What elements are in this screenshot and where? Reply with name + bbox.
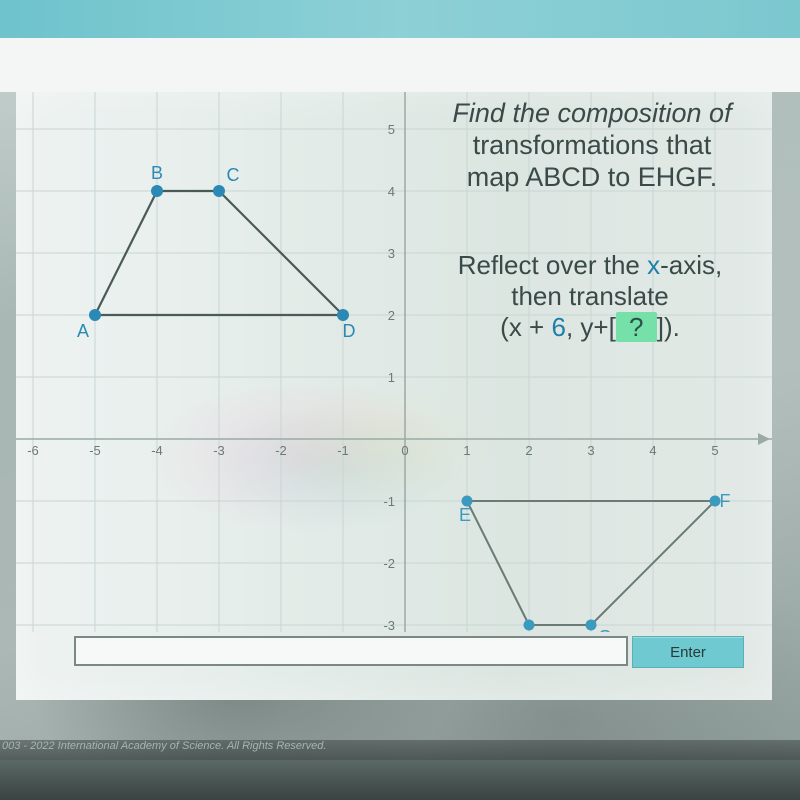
svg-text:A: A <box>77 321 89 341</box>
bottom-bar <box>0 760 800 800</box>
svg-text:-3: -3 <box>213 443 225 458</box>
svg-text:3: 3 <box>587 443 594 458</box>
svg-text:-3: -3 <box>383 618 395 632</box>
svg-text:B: B <box>151 163 163 183</box>
top-accent-bar <box>0 0 800 38</box>
question-line2: transformations that <box>473 130 712 160</box>
svg-text:E: E <box>459 505 471 525</box>
svg-text:1: 1 <box>463 443 470 458</box>
svg-text:H: H <box>515 631 528 632</box>
enter-button[interactable]: Enter <box>632 636 744 668</box>
question-line1: Find the composition of <box>452 98 731 128</box>
question-text: Find the composition of transformations … <box>418 98 766 194</box>
svg-text:D: D <box>343 321 356 341</box>
svg-text:-5: -5 <box>89 443 101 458</box>
svg-text:2: 2 <box>388 308 395 323</box>
svg-text:5: 5 <box>711 443 718 458</box>
svg-text:G: G <box>598 627 612 632</box>
svg-text:F: F <box>720 491 731 511</box>
answer-row: Enter <box>74 636 744 670</box>
svg-text:-4: -4 <box>151 443 163 458</box>
svg-text:4: 4 <box>388 184 395 199</box>
svg-text:1: 1 <box>388 370 395 385</box>
svg-text:-1: -1 <box>337 443 349 458</box>
svg-text:3: 3 <box>388 246 395 261</box>
svg-text:-2: -2 <box>383 556 395 571</box>
svg-text:C: C <box>227 165 240 185</box>
svg-text:0: 0 <box>401 443 408 458</box>
header-strip <box>0 38 800 92</box>
svg-text:4: 4 <box>649 443 656 458</box>
svg-text:-6: -6 <box>27 443 39 458</box>
transformation-prompt: Reflect over the x-axis, then translate … <box>414 250 766 344</box>
problem-panel: -6-5-4-3-2-1012345-3-2-112345 ABCD EFGH … <box>16 92 772 700</box>
svg-text:5: 5 <box>388 122 395 137</box>
svg-text:-1: -1 <box>383 494 395 509</box>
answer-input[interactable] <box>74 636 628 666</box>
svg-text:-2: -2 <box>275 443 287 458</box>
question-line3: map ABCD to EHGF. <box>467 162 718 192</box>
svg-text:2: 2 <box>525 443 532 458</box>
answer-blank[interactable]: ? <box>616 312 657 342</box>
copyright-text: 003 - 2022 International Academy of Scie… <box>0 740 326 752</box>
